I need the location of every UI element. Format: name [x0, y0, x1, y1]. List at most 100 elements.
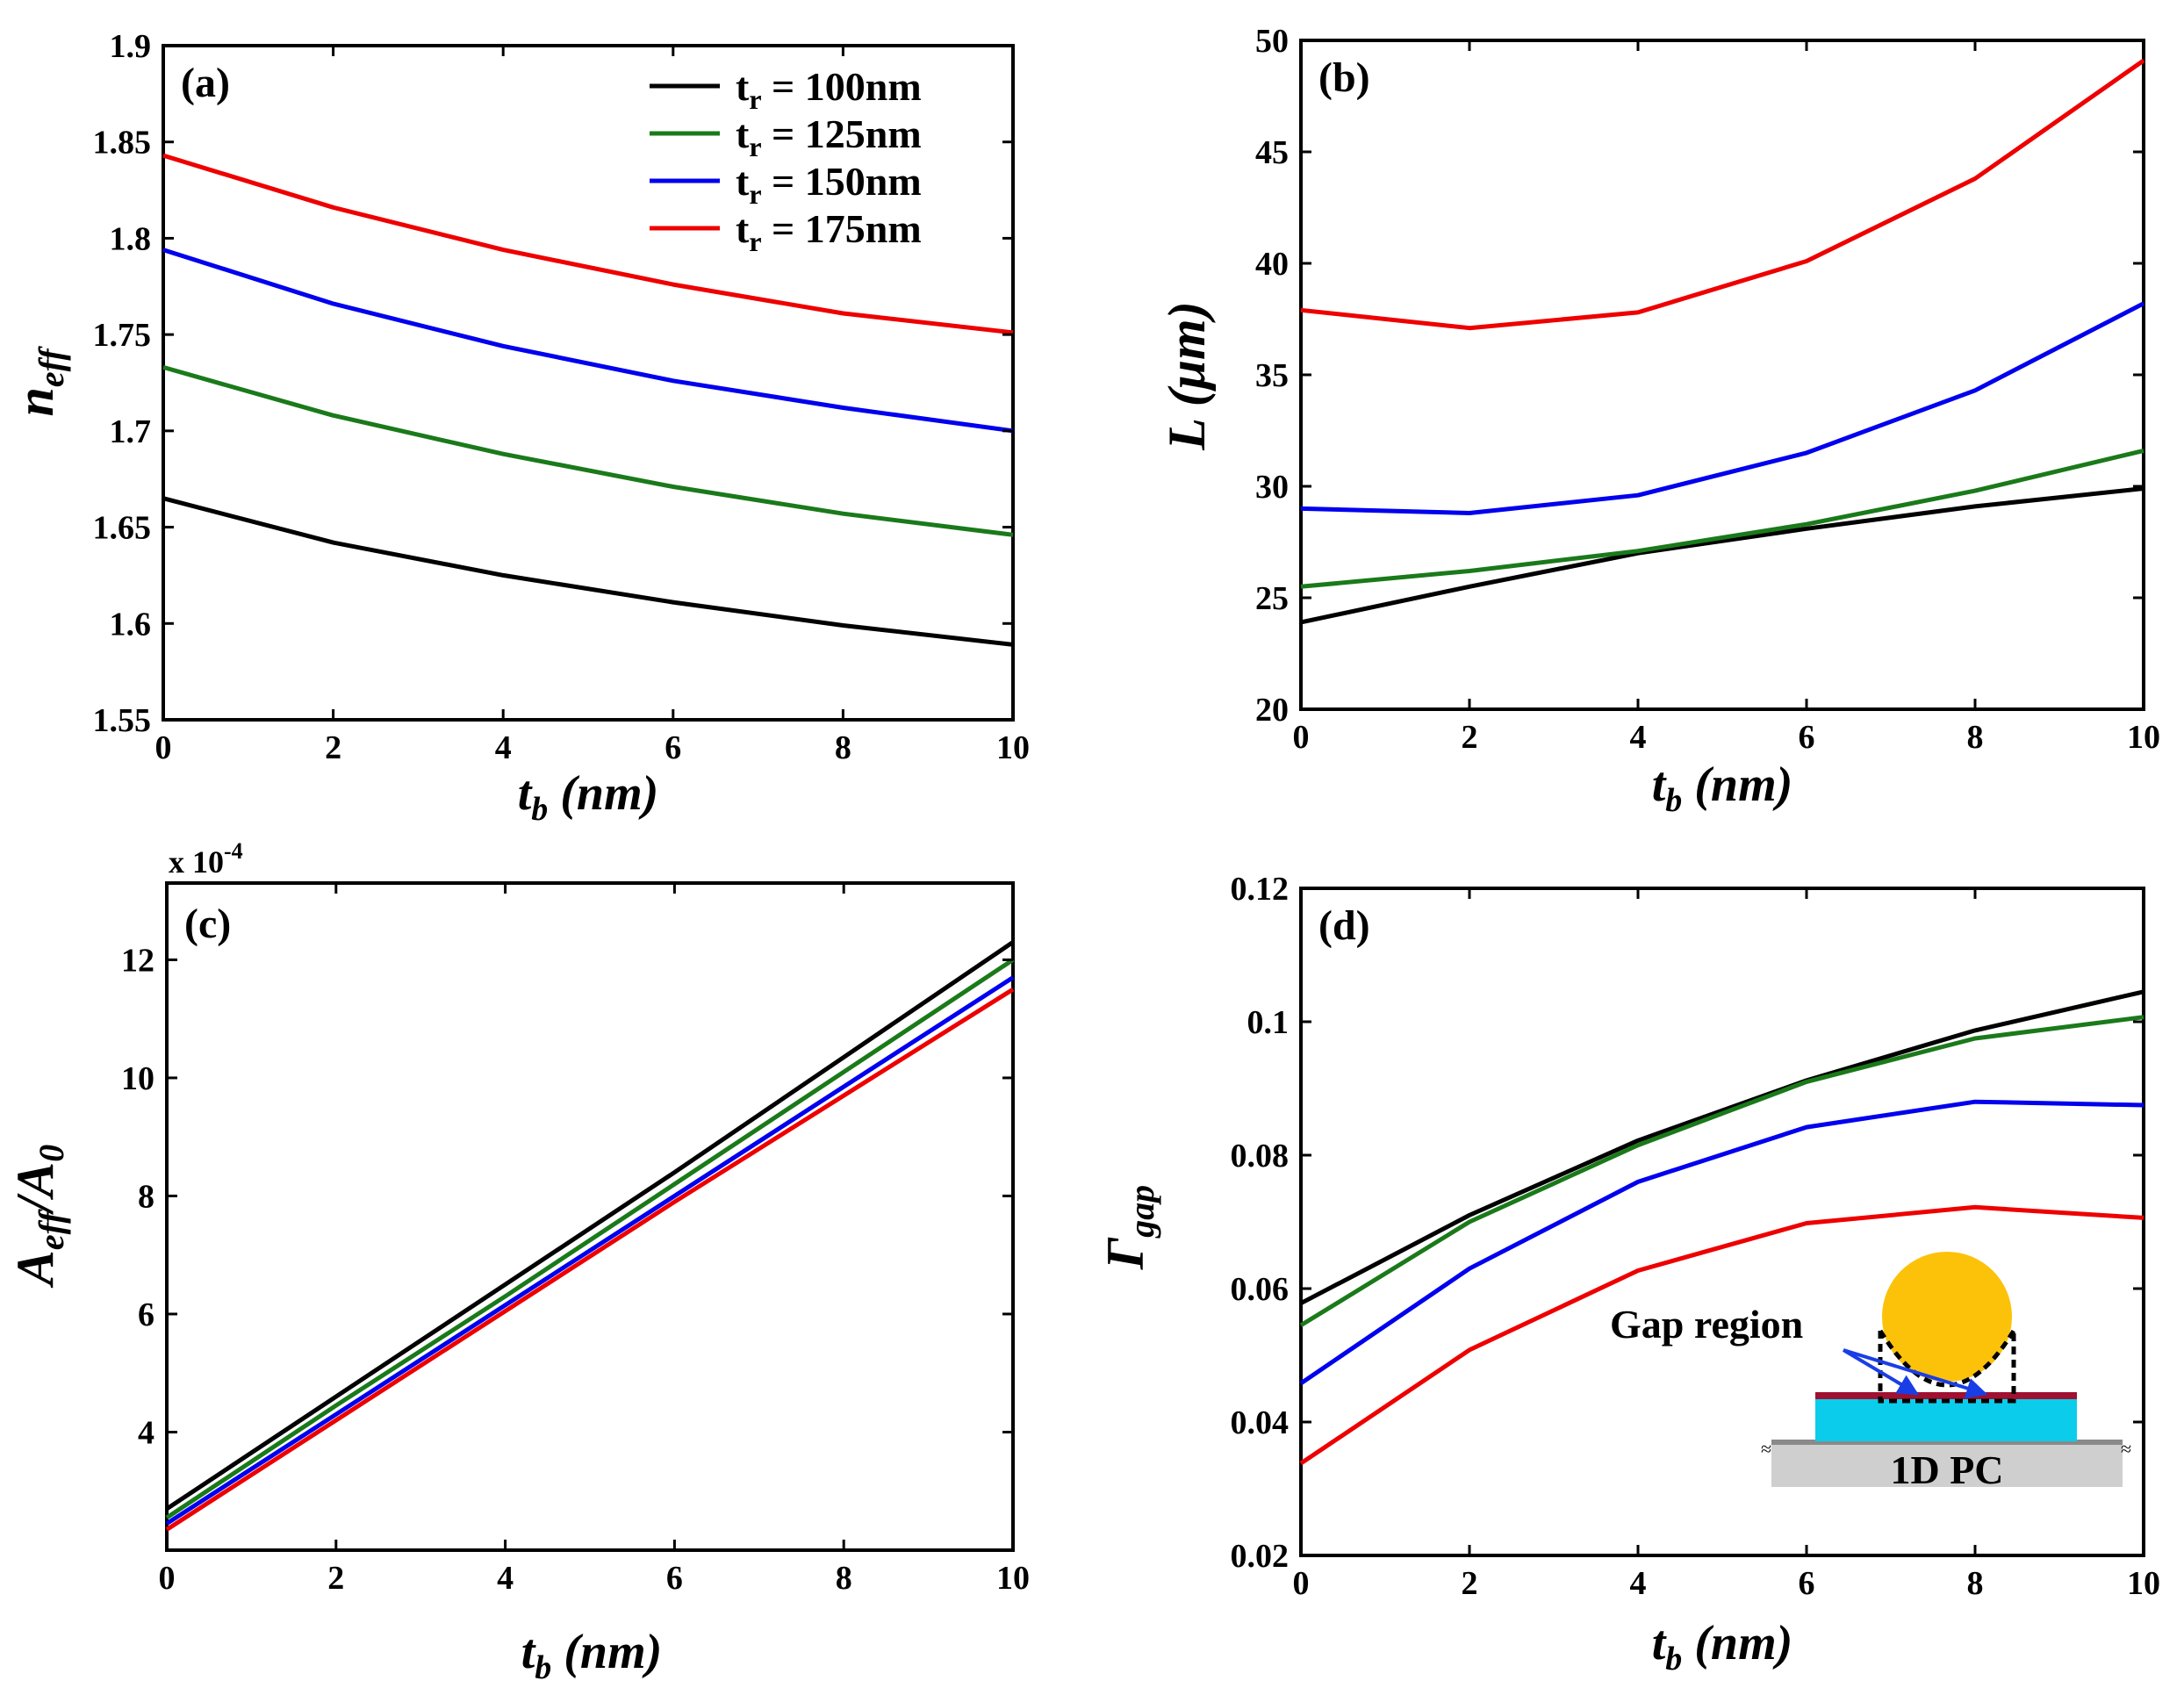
series-line-1: [165, 958, 1015, 1520]
x-tick-label: 0: [155, 729, 172, 766]
substrate-top: [1771, 1440, 2123, 1445]
x-tick-label: 2: [325, 729, 341, 766]
y-tick-label: 1.7: [110, 413, 152, 450]
plot-frame: [162, 44, 1015, 722]
y-tick-label: 12: [121, 942, 154, 979]
y-axis-label: L (μm): [1158, 301, 1216, 450]
x-axis-label: tb (nm): [1652, 758, 1793, 819]
y-tick-label: 0.02: [1231, 1538, 1290, 1575]
wave-symbol: ≈: [2121, 1438, 2131, 1460]
plot-frame: [1299, 39, 2145, 711]
y-tick-label: 0.12: [1231, 871, 1290, 908]
series-line-2: [1300, 301, 2145, 515]
y-tick-label: 4: [138, 1414, 154, 1451]
y-tick-label: 50: [1255, 23, 1289, 60]
series-line-0: [162, 496, 1014, 647]
dielectric-layer: [1815, 1397, 2077, 1441]
x-axis-label: tb (nm): [518, 766, 659, 828]
substrate-1d-pc: [1771, 1440, 2123, 1487]
series-line-3: [1300, 58, 2145, 331]
series-line-2: [162, 248, 1014, 434]
x-tick-label: 8: [1967, 719, 1984, 756]
series-line-0: [1300, 486, 2144, 625]
y-tick-label: 0.08: [1231, 1138, 1290, 1174]
panel-b: 0 2 4 6 8 10 20 25 30 35 40 45 50 (b) tb (nm) L (μm): [1158, 23, 2160, 819]
x-tick-label: 8: [1967, 1565, 1984, 1602]
y-tick-label: 1.8: [110, 220, 152, 257]
y-tick-label: 10: [121, 1060, 154, 1097]
y-tick-label: 45: [1255, 134, 1289, 171]
x-tick-label: 4: [497, 1560, 514, 1597]
series-line-3: [1299, 1204, 2144, 1466]
substrate-label: 1D PC: [1890, 1447, 2003, 1492]
panel-a: 0 2 4 6 8 101.551.61.651.71.751.81.851.9 (a) …: [6, 28, 1030, 828]
x-tick-label: 10: [2127, 719, 2160, 756]
gap-region-label: Gap region: [1610, 1302, 1803, 1347]
panel-label: (d): [1318, 902, 1370, 949]
x-tick-label: 0: [1293, 719, 1310, 756]
series-line-3: [162, 153, 1014, 335]
x-tick-label: 2: [327, 1560, 344, 1597]
x-tick-label: 4: [1630, 1565, 1647, 1602]
gold-nanosphere: [1882, 1252, 2012, 1382]
gap-arrow: [1842, 1348, 1920, 1396]
exponent-label: x 10-4: [169, 838, 243, 880]
gap-arrow: [1843, 1348, 1988, 1399]
gap-region-outline: [1878, 1329, 2016, 1404]
x-axis-label: tb (nm): [521, 1625, 663, 1686]
y-axis-label: neff: [6, 346, 71, 417]
series-line-3: [165, 987, 1015, 1532]
y-tick-label: 35: [1255, 357, 1289, 394]
plot-frame: [165, 881, 1015, 1552]
y-tick-label: 1.75: [93, 317, 152, 354]
x-tick-label: 2: [1462, 1565, 1478, 1602]
y-tick-label: 8: [138, 1178, 154, 1215]
legend-label: tr = 150nm: [736, 159, 922, 210]
y-axis-label: Γgap: [1096, 1185, 1161, 1270]
y-tick-label: 1.55: [93, 702, 152, 739]
x-tick-label: 10: [996, 1560, 1030, 1597]
x-tick-label: 8: [836, 1560, 852, 1597]
wave-symbol: ≈: [1761, 1438, 1771, 1460]
x-tick-label: 6: [666, 1560, 683, 1597]
series-line-0: [165, 940, 1015, 1511]
x-tick-label: 0: [1293, 1565, 1310, 1602]
series-line-2: [1299, 1099, 2144, 1385]
y-tick-label: 25: [1255, 580, 1289, 617]
y-axis-label: Aeff/A0: [6, 1145, 71, 1289]
y-tick-label: 1.6: [110, 606, 152, 643]
legend-label: tr = 100nm: [736, 64, 922, 115]
legend-label: tr = 125nm: [736, 111, 922, 162]
y-tick-label: 30: [1255, 469, 1289, 506]
x-tick-label: 6: [1799, 1565, 1815, 1602]
x-tick-label: 4: [1630, 719, 1647, 756]
schematic-inset: ≈ ≈ 1D PC Gap region: [1610, 1252, 2131, 1492]
x-tick-label: 10: [2127, 1565, 2160, 1602]
y-tick-label: 0.1: [1247, 1004, 1290, 1041]
y-tick-label: 40: [1255, 246, 1289, 283]
x-axis-label: tb (nm): [1652, 1616, 1793, 1677]
panel-label: (c): [184, 901, 231, 947]
panel-label: (b): [1318, 54, 1370, 101]
series-line-0: [1299, 989, 2144, 1305]
series-line-2: [165, 975, 1015, 1526]
x-tick-label: 2: [1462, 719, 1478, 756]
gap-strip: [1815, 1392, 2077, 1399]
panel-c: 0 2 4 6 8 10 4 6 8 10 12 (c) x 10-4 tb (nm) Aeff/A…: [6, 838, 1030, 1686]
plot-frame: [1299, 887, 2145, 1557]
panel-label: (a): [181, 60, 230, 106]
y-tick-label: 6: [138, 1296, 154, 1333]
x-tick-label: 8: [835, 729, 851, 766]
y-tick-label: 1.65: [93, 510, 152, 547]
legend: tr = 100nm tr = 125nm tr = 150nm tr = 17…: [650, 64, 922, 257]
x-tick-label: 6: [665, 729, 681, 766]
y-tick-label: 20: [1255, 692, 1289, 729]
series-line-1: [1299, 1015, 2144, 1327]
y-tick-label: 1.9: [110, 28, 152, 65]
series-line-1: [1300, 448, 2144, 589]
y-tick-label: 1.85: [93, 125, 152, 162]
x-tick-label: 4: [495, 729, 512, 766]
legend-label: tr = 175nm: [736, 206, 922, 257]
x-tick-label: 0: [159, 1560, 176, 1597]
